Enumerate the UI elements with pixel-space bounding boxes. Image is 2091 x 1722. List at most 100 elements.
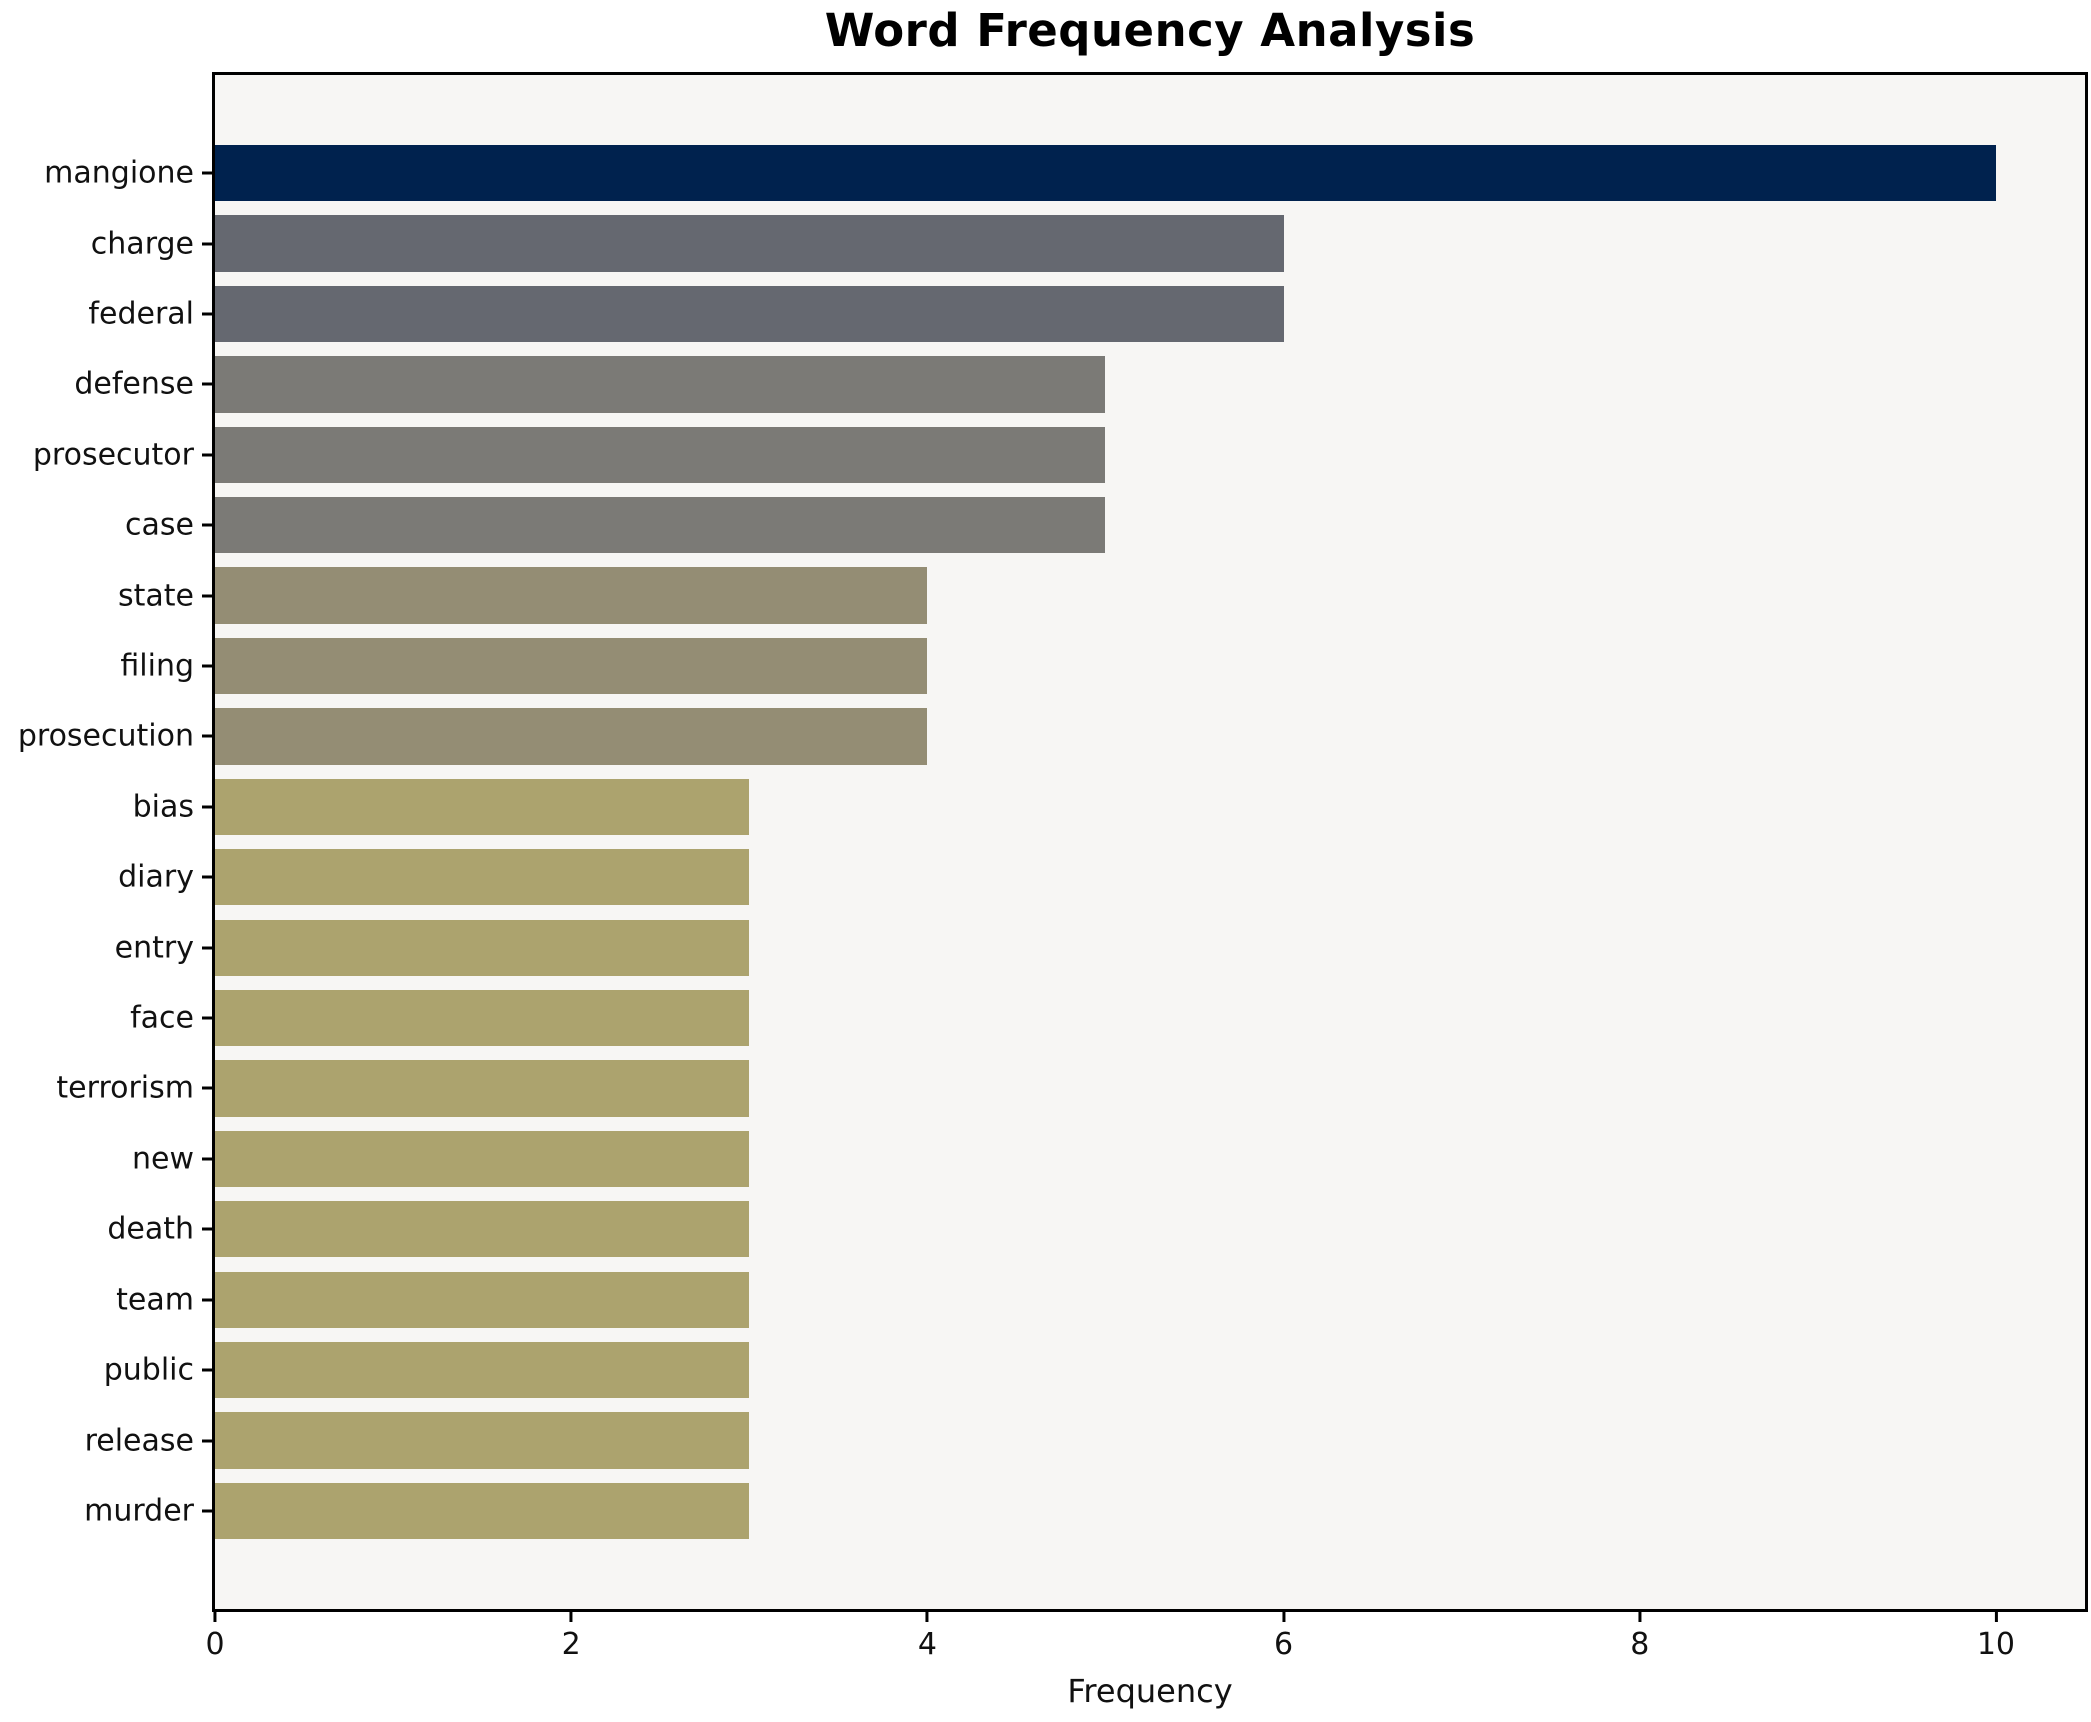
bar <box>215 1201 750 1258</box>
bar <box>215 1060 750 1117</box>
y-tick-mark <box>202 1368 212 1372</box>
x-axis-label: Frequency <box>1067 1672 1233 1710</box>
y-tick-label: new <box>131 1141 194 1177</box>
y-tick-label: entry <box>114 930 194 966</box>
y-tick-mark <box>202 946 212 950</box>
y-tick-label: terrorism <box>56 1070 194 1106</box>
y-tick-mark <box>202 453 212 457</box>
x-tick: 10 <box>1977 1612 2015 1662</box>
y-tick-label: charge <box>90 226 194 262</box>
x-tick: 8 <box>1630 1612 1649 1662</box>
bar-row: case <box>125 490 2085 560</box>
bar <box>215 778 750 836</box>
y-tick-label: state <box>118 578 194 614</box>
bar <box>215 708 928 765</box>
y-tick-mark <box>202 242 212 246</box>
bar-row: public <box>104 1335 2085 1405</box>
y-tick-mark <box>202 1227 212 1231</box>
bar-row: murder <box>84 1476 2085 1546</box>
x-axis: 0 2 4 6 8 10 <box>205 1612 2085 1682</box>
bar <box>215 1412 750 1469</box>
x-tick-label: 2 <box>561 1627 581 1662</box>
y-tick-label: murder <box>84 1493 194 1529</box>
y-tick-label: public <box>103 1352 194 1388</box>
y-tick-label: filing <box>120 648 194 684</box>
bar <box>215 1482 750 1540</box>
chart-title: Word Frequency Analysis <box>824 4 1476 57</box>
y-tick-mark <box>202 1509 212 1513</box>
bar <box>215 637 928 695</box>
y-tick-mark <box>202 875 212 879</box>
y-tick-mark <box>202 664 212 668</box>
x-tick-mark <box>213 1612 217 1622</box>
y-tick-label: death <box>107 1211 194 1247</box>
bar <box>215 1271 750 1328</box>
bar-row: state <box>118 560 2085 630</box>
y-tick-mark <box>202 1016 212 1020</box>
y-tick-label: defense <box>74 366 194 402</box>
y-tick-label: team <box>116 1282 194 1318</box>
x-tick-label: 4 <box>917 1627 937 1662</box>
bar <box>215 849 750 906</box>
y-tick-mark <box>202 1298 212 1302</box>
y-tick-label: diary <box>118 859 194 895</box>
x-tick-mark <box>1638 1612 1642 1622</box>
bar <box>215 497 1106 554</box>
bar-row: death <box>107 1194 2085 1264</box>
bar <box>215 989 750 1047</box>
y-tick-mark <box>202 734 212 738</box>
bar-row: defense <box>74 349 2085 419</box>
x-tick: 6 <box>1274 1612 1293 1662</box>
bar <box>215 919 750 976</box>
y-tick-mark <box>202 1439 212 1443</box>
y-tick-mark <box>202 805 212 809</box>
y-tick-label: federal <box>88 296 194 332</box>
bar <box>215 567 928 624</box>
x-tick: 2 <box>562 1612 581 1662</box>
y-tick-mark <box>202 594 212 598</box>
bar-row: federal <box>88 279 2085 349</box>
bar <box>215 285 1284 343</box>
plot-area: mangione charge federal defense prosecutor ca… <box>18 72 2088 1612</box>
x-tick-mark <box>1282 1612 1286 1622</box>
x-tick-mark <box>925 1612 929 1622</box>
bar-row: release <box>85 1405 2085 1475</box>
y-tick-label: case <box>125 507 194 543</box>
bar-row: terrorism <box>56 1053 2085 1123</box>
y-tick-label: face <box>130 1000 194 1036</box>
bar-row: filing <box>120 631 2085 701</box>
bar-row: team <box>116 1265 2085 1335</box>
y-tick-label: prosecutor <box>32 437 194 473</box>
bar <box>215 215 1284 272</box>
bar-row: new <box>132 1124 2085 1194</box>
x-tick-label: 6 <box>1274 1627 1294 1662</box>
x-tick-label: 8 <box>1630 1627 1650 1662</box>
y-tick-label: mangione <box>44 155 194 191</box>
y-tick-label: bias <box>132 789 194 825</box>
y-tick-label: prosecution <box>17 718 194 754</box>
bar-row: face <box>130 983 2085 1053</box>
x-tick: 0 <box>205 1612 225 1662</box>
y-tick-mark <box>202 171 212 175</box>
y-tick-mark <box>202 523 212 527</box>
bar-row: prosecutor <box>33 420 2085 490</box>
bar-row: bias <box>133 772 2085 842</box>
x-tick-label: 10 <box>1976 1627 2016 1662</box>
bar <box>215 145 1996 202</box>
bar-row: charge <box>91 208 2085 278</box>
x-tick-mark <box>569 1612 573 1622</box>
y-tick-label: release <box>84 1423 194 1459</box>
x-tick-mark <box>1994 1612 1998 1622</box>
bar-row: diary <box>118 842 2085 912</box>
y-tick-mark <box>202 1157 212 1161</box>
bar <box>215 356 1106 413</box>
bar <box>215 1341 750 1399</box>
bar-row: entry <box>115 912 2085 982</box>
y-tick-mark <box>202 312 212 316</box>
x-tick: 4 <box>918 1612 937 1662</box>
bar-row: prosecution <box>18 701 2085 771</box>
y-tick-mark <box>202 1086 212 1090</box>
bar <box>215 1130 750 1188</box>
y-tick-mark <box>202 382 212 386</box>
